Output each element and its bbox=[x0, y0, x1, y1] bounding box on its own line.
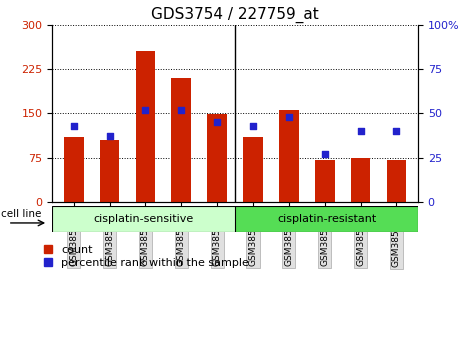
Point bbox=[70, 123, 77, 129]
Bar bbox=[171, 78, 191, 202]
Point bbox=[142, 107, 149, 113]
Bar bbox=[279, 110, 299, 202]
Bar bbox=[387, 160, 406, 202]
Point bbox=[178, 107, 185, 113]
Title: GDS3754 / 227759_at: GDS3754 / 227759_at bbox=[151, 7, 319, 23]
Point bbox=[321, 151, 329, 157]
Text: cell line: cell line bbox=[1, 209, 41, 218]
Point bbox=[249, 123, 257, 129]
FancyBboxPatch shape bbox=[235, 206, 418, 232]
FancyBboxPatch shape bbox=[52, 206, 235, 232]
Bar bbox=[136, 51, 155, 202]
Point bbox=[213, 119, 221, 125]
Legend: count, percentile rank within the sample: count, percentile rank within the sample bbox=[44, 245, 249, 268]
Text: cisplatin-resistant: cisplatin-resistant bbox=[277, 214, 376, 224]
Bar bbox=[351, 158, 370, 202]
Bar bbox=[315, 160, 334, 202]
Point bbox=[357, 128, 364, 134]
Text: cisplatin-sensitive: cisplatin-sensitive bbox=[94, 214, 194, 224]
Bar bbox=[243, 137, 263, 202]
Point bbox=[285, 114, 293, 120]
Bar bbox=[64, 137, 84, 202]
Point bbox=[393, 128, 400, 134]
Point bbox=[106, 133, 114, 139]
Bar bbox=[207, 114, 227, 202]
Bar bbox=[100, 140, 120, 202]
